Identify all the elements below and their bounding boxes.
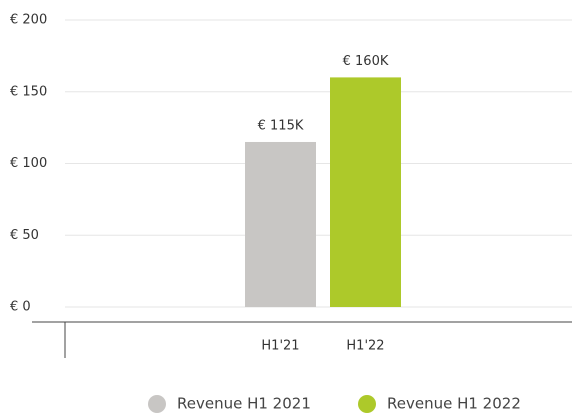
y-tick-label: € 150 bbox=[10, 84, 47, 99]
y-tick-label: € 50 bbox=[10, 228, 39, 243]
bar bbox=[330, 77, 401, 308]
bar bbox=[245, 141, 316, 307]
y-tick-label: € 200 bbox=[10, 13, 47, 28]
data-label: € 160K bbox=[343, 54, 389, 69]
x-tick-label: H1'22 bbox=[346, 339, 384, 354]
legend-marker bbox=[358, 395, 376, 413]
y-tick-label: € 0 bbox=[10, 300, 31, 315]
data-label: € 115K bbox=[258, 118, 304, 133]
legend-label: Revenue H1 2022 bbox=[387, 395, 521, 413]
y-tick-label: € 100 bbox=[10, 156, 47, 171]
x-tick-label: H1'21 bbox=[261, 339, 299, 354]
legend-marker bbox=[148, 395, 166, 413]
legend-label: Revenue H1 2021 bbox=[177, 395, 311, 413]
